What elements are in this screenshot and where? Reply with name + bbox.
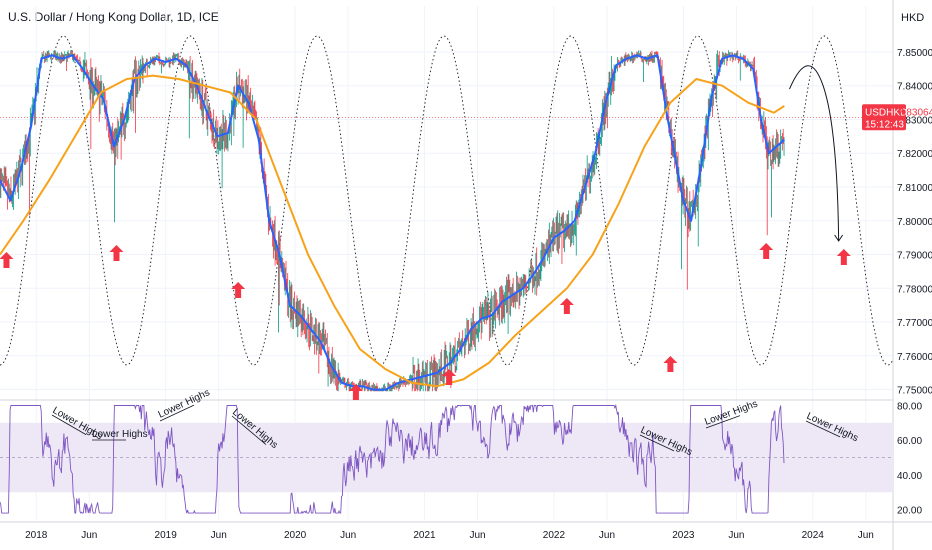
chart-title: U.S. Dollar / Hong Kong Dollar, 1D, ICE (8, 10, 219, 24)
price-badge-value: 7.83064 (898, 107, 932, 118)
projection-arrowhead (834, 234, 844, 242)
rsi-annotation: Lower Highs (157, 387, 212, 420)
rsi-line (0, 403, 785, 514)
rsi-annotation-line (705, 415, 741, 429)
cycle-arrow (836, 249, 851, 265)
moving-averages (0, 54, 893, 391)
time-tick-label: Jun (211, 530, 227, 541)
price-badge-countdown: 15:12:43 (865, 119, 904, 130)
rsi-annotation-line (51, 414, 87, 435)
cycle-arrow (231, 282, 246, 298)
time-tick-label: 2021 (413, 530, 436, 541)
time-axis[interactable]: 2018 Jun 2019 Jun 2020 Jun 2021 Jun 2022 Jun 2023 J… (25, 530, 874, 541)
price-tick-label: 7.76000 (897, 352, 932, 363)
rsi-tick-label: 80.00 (897, 401, 922, 412)
price-badge-bg (862, 104, 906, 131)
rsi-tick-label: 40.00 (897, 471, 922, 482)
price-tick-label: 7.82000 (897, 149, 932, 160)
time-tick-label: 2023 (672, 530, 695, 541)
price-axis[interactable]: 7.85000 7.84000 7.83000 7.82000 7.81000 7.800… (897, 48, 932, 517)
cycle-arrow (348, 384, 363, 400)
cycle-arrow (663, 356, 678, 372)
time-tick-label: 2018 (25, 530, 48, 541)
price-tick-label: 7.75000 (897, 386, 932, 397)
price-tick-label: 7.80000 (897, 217, 932, 228)
time-tick-label: 2024 (802, 530, 825, 541)
time-tick-label: Jun (728, 530, 744, 541)
fast-ma-line (0, 54, 785, 391)
price-badge: USDHKD 15:12:43 7.83064 (862, 104, 932, 131)
cycle-curve (0, 35, 894, 366)
rsi-annotation-line (231, 415, 267, 445)
time-tick-label: 2019 (155, 530, 178, 541)
time-tick-label: 2020 (284, 530, 307, 541)
cycle-curves (0, 35, 894, 366)
price-tick-label: 7.85000 (897, 48, 932, 59)
price-tick-label: 7.77000 (897, 318, 932, 329)
cycle-arrow (109, 245, 124, 261)
rsi-tick-label: 60.00 (897, 436, 922, 447)
price-tick-label: 7.84000 (897, 82, 932, 93)
rsi-annotation-line (159, 404, 195, 422)
rsi-annotation: Lower Highs (92, 429, 148, 440)
price-badge-symbol: USDHKD (865, 107, 907, 118)
cycle-arrows (0, 243, 851, 400)
cycle-arrow (442, 369, 457, 385)
rsi-tick-label: 20.00 (897, 506, 922, 517)
time-tick-label: Jun (340, 530, 356, 541)
time-tick-label: 2022 (543, 530, 566, 541)
price-tick-label: 7.79000 (897, 251, 932, 262)
rsi-annotation-line (639, 434, 675, 452)
price-tick-label: 7.83000 (897, 115, 932, 126)
rsi-annotation-line (805, 420, 841, 438)
cycle-arrow (559, 298, 574, 314)
time-tick-label: Jun (858, 530, 874, 541)
projection-curve (789, 65, 840, 242)
time-tick-label: Jun (81, 530, 97, 541)
price-tick-label: 7.81000 (897, 183, 932, 194)
projection-arrow (789, 65, 844, 242)
time-tick-label: Jun (469, 530, 485, 541)
time-tick-label: Jun (599, 530, 615, 541)
cycle-arrow (0, 252, 14, 268)
currency-label: HKD (901, 12, 924, 24)
price-tick-label: 7.78000 (897, 284, 932, 295)
cycle-arrow (759, 243, 774, 259)
slow-ma-line (0, 74, 785, 388)
